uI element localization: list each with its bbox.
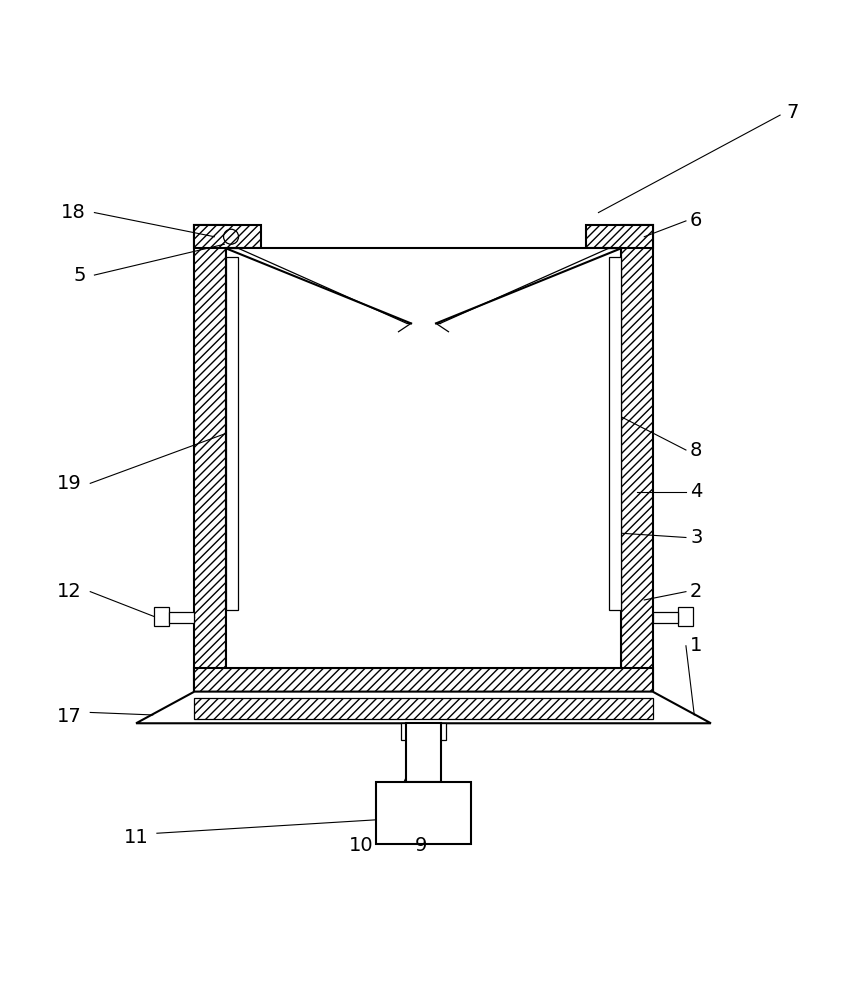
Bar [169,612,195,623]
Text: 11: 11 [124,828,148,847]
Bar [375,782,472,844]
Bar [678,607,693,626]
Bar [195,668,652,692]
Text: 8: 8 [690,441,702,460]
Polygon shape [136,692,711,723]
Text: 12: 12 [58,582,82,601]
Text: 7: 7 [786,103,798,122]
Bar [226,257,238,610]
Text: 6: 6 [690,211,702,230]
Text: 18: 18 [61,203,86,222]
Text: 19: 19 [58,474,82,493]
Text: 10: 10 [349,836,374,855]
Bar [621,225,652,692]
Bar [226,248,621,668]
Bar [195,225,226,692]
Bar [195,225,261,248]
Text: 1: 1 [690,636,702,655]
Bar [401,723,446,740]
Text: 17: 17 [58,707,82,726]
Bar [586,225,652,248]
Text: 9: 9 [415,836,428,855]
Bar [195,698,652,719]
Text: 4: 4 [690,482,702,501]
Bar [154,607,169,626]
Text: 5: 5 [74,266,86,285]
Bar [609,257,621,610]
Text: 2: 2 [690,582,702,601]
Bar [406,723,441,782]
Bar [652,612,678,623]
Text: 3: 3 [690,528,702,547]
